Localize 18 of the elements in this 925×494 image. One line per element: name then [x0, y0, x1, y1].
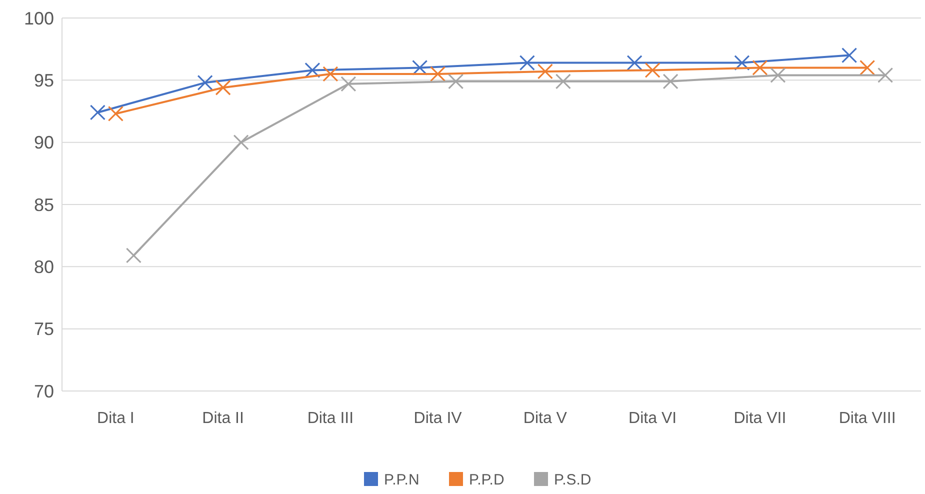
y-tick-label: 70	[34, 381, 54, 402]
x-tick-label: Dita VI	[628, 410, 677, 427]
y-tick-label: 95	[34, 70, 54, 90]
legend-label: P.P.D	[469, 471, 504, 488]
legend-label: P.P.N	[384, 471, 420, 488]
x-tick-label: Dita I	[97, 410, 134, 427]
x-tick-label: Dita VII	[734, 410, 786, 427]
y-tick-label: 75	[34, 319, 54, 340]
legend-label: P.S.D	[554, 471, 592, 488]
x-tick-label: Dita V	[523, 410, 568, 427]
y-tick-label: 80	[34, 256, 54, 277]
y-tick-label: 100	[24, 8, 54, 28]
x-tick-label: Dita II	[202, 410, 244, 427]
x-tick-label: Dita VIII	[838, 410, 896, 427]
x-tick-label: Dita IV	[414, 410, 462, 427]
x-tick-label: Dita III	[307, 410, 354, 427]
y-tick-label: 90	[34, 132, 54, 153]
y-tick-label: 85	[34, 194, 54, 215]
